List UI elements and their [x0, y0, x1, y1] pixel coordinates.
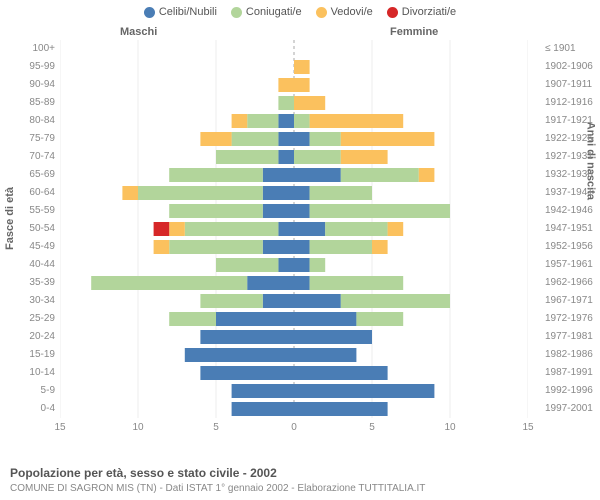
legend-label: Divorziati/e	[402, 6, 456, 18]
birth-label: 1987-1991	[545, 367, 600, 378]
birth-label: 1977-1981	[545, 331, 600, 342]
birth-label: ≤ 1901	[545, 43, 600, 54]
birth-label: 1967-1971	[545, 295, 600, 306]
x-tick-label: 10	[132, 422, 143, 433]
age-label: 60-64	[0, 187, 55, 198]
birth-label: 1902-1906	[545, 61, 600, 72]
population-pyramid-chart	[60, 40, 528, 440]
legend-swatch	[231, 7, 242, 18]
legend-label: Coniugati/e	[246, 6, 302, 18]
age-label: 80-84	[0, 115, 55, 126]
legend-item: Vedovi/e	[316, 6, 373, 18]
birth-label: 1997-2001	[545, 403, 600, 414]
x-tick-label: 15	[54, 422, 65, 433]
birth-label: 1952-1956	[545, 241, 600, 252]
x-tick-label: 0	[291, 422, 297, 433]
age-label: 95-99	[0, 61, 55, 72]
birth-label: 1907-1911	[545, 79, 600, 90]
age-label: 20-24	[0, 331, 55, 342]
age-label: 50-54	[0, 223, 55, 234]
birth-label: 1992-1996	[545, 385, 600, 396]
age-label: 30-34	[0, 295, 55, 306]
age-label: 85-89	[0, 97, 55, 108]
age-label: 70-74	[0, 151, 55, 162]
x-tick-label: 5	[369, 422, 375, 433]
age-label: 0-4	[0, 403, 55, 414]
x-tick-label: 5	[213, 422, 219, 433]
age-label: 75-79	[0, 133, 55, 144]
legend-item: Coniugati/e	[231, 6, 302, 18]
legend-swatch	[144, 7, 155, 18]
age-label: 35-39	[0, 277, 55, 288]
legend-swatch	[387, 7, 398, 18]
birth-label: 1947-1951	[545, 223, 600, 234]
age-label: 10-14	[0, 367, 55, 378]
age-label: 5-9	[0, 385, 55, 396]
age-label: 15-19	[0, 349, 55, 360]
birth-label: 1917-1921	[545, 115, 600, 126]
age-label: 65-69	[0, 169, 55, 180]
legend-label: Celibi/Nubili	[159, 6, 217, 18]
chart-subcaption: COMUNE DI SAGRON MIS (TN) - Dati ISTAT 1…	[10, 483, 425, 494]
legend: Celibi/Nubili Coniugati/e Vedovi/e Divorzia…	[0, 0, 600, 18]
age-label: 25-29	[0, 313, 55, 324]
birth-label: 1957-1961	[545, 259, 600, 270]
chart-caption: Popolazione per età, sesso e stato civil…	[10, 466, 277, 480]
birth-label: 1982-1986	[545, 349, 600, 360]
legend-label: Vedovi/e	[331, 6, 373, 18]
legend-swatch	[316, 7, 327, 18]
legend-item: Divorziati/e	[387, 6, 456, 18]
legend-item: Celibi/Nubili	[144, 6, 217, 18]
age-label: 45-49	[0, 241, 55, 252]
age-label: 55-59	[0, 205, 55, 216]
age-label: 100+	[0, 43, 55, 54]
x-tick-label: 10	[444, 422, 455, 433]
birth-label: 1927-1931	[545, 151, 600, 162]
header-female: Femmine	[390, 26, 438, 38]
birth-label: 1972-1976	[545, 313, 600, 324]
age-label: 90-94	[0, 79, 55, 90]
birth-label: 1922-1926	[545, 133, 600, 144]
birth-label: 1932-1936	[545, 169, 600, 180]
age-label: 40-44	[0, 259, 55, 270]
header-male: Maschi	[120, 26, 157, 38]
birth-label: 1937-1941	[545, 187, 600, 198]
birth-label: 1942-1946	[545, 205, 600, 216]
birth-label: 1962-1966	[545, 277, 600, 288]
birth-label: 1912-1916	[545, 97, 600, 108]
x-tick-label: 15	[522, 422, 533, 433]
